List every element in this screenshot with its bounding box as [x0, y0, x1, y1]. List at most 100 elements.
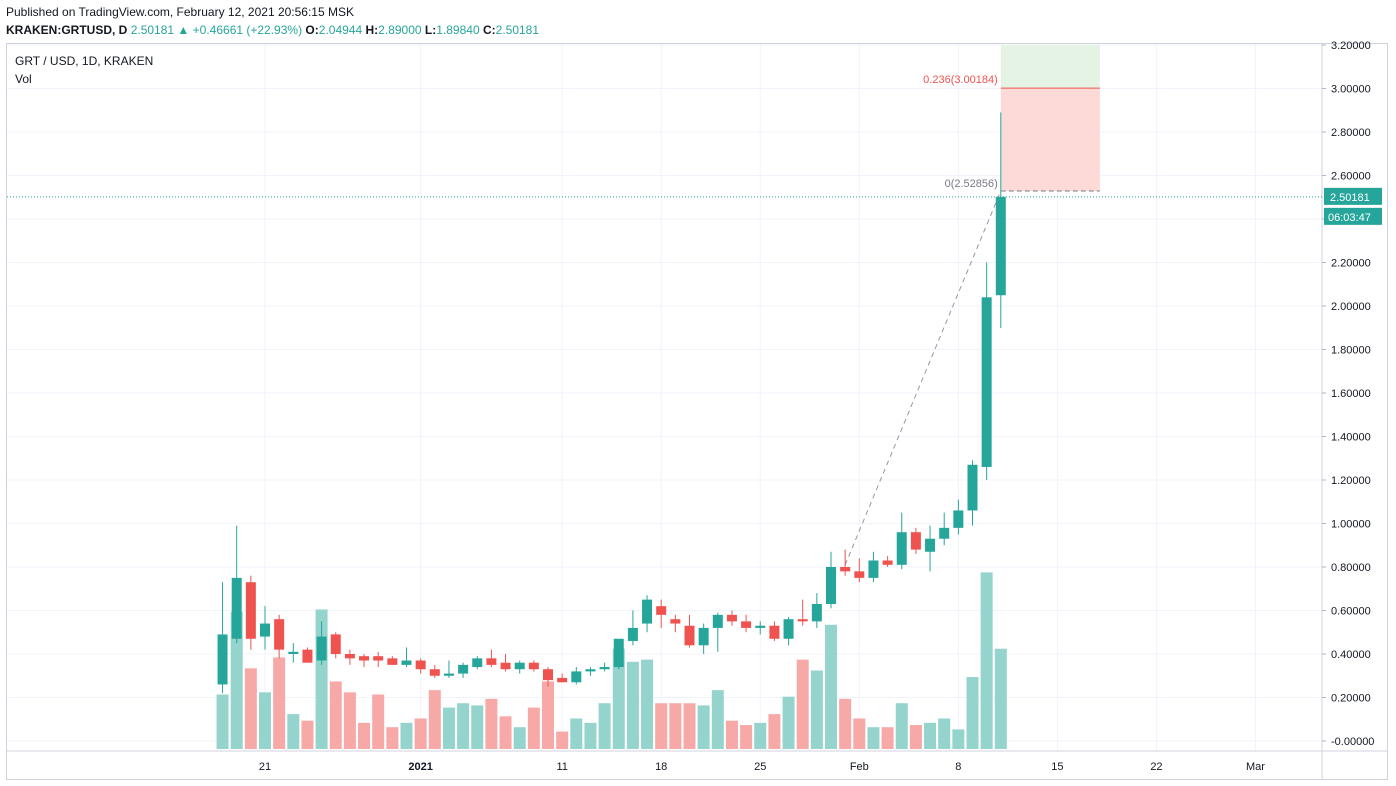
volume-bar — [542, 681, 554, 749]
ohlc-header: KRAKEN:GRTUSD, D 2.50181 ▲ +0.46661 (+22… — [6, 23, 539, 37]
volume-bar — [796, 659, 809, 749]
volume-bar — [358, 722, 371, 749]
last-price-tag — [1324, 187, 1382, 205]
volume-bar — [329, 681, 342, 749]
volume-bar — [301, 720, 314, 749]
x-tick-label: 8 — [955, 761, 961, 773]
volume-bar — [372, 694, 385, 749]
volume-bar — [244, 668, 257, 749]
high-value: 2.89000 — [378, 23, 422, 37]
volume-bar — [825, 624, 837, 749]
y-tick-label: 0.80000 — [1331, 562, 1371, 574]
candle-body — [627, 627, 638, 641]
candle-body — [344, 654, 355, 659]
last-price: 2.50181 — [130, 23, 175, 37]
volume-bar — [881, 727, 894, 749]
open-value: 2.04944 — [318, 23, 363, 37]
candle-body — [359, 656, 370, 661]
volume-bar — [782, 696, 795, 749]
volume-bar — [343, 692, 356, 749]
y-tick-label: 2.20000 — [1331, 258, 1371, 270]
y-tick-label: 2.80000 — [1331, 127, 1371, 139]
fib-zone-upper — [1000, 45, 1100, 89]
volume-bar — [287, 714, 300, 749]
volume-bar — [273, 657, 286, 749]
volume-bar — [754, 722, 767, 749]
y-tick-label: 1.60000 — [1331, 388, 1371, 400]
candle-body — [245, 582, 256, 639]
volume-bar — [895, 703, 908, 749]
countdown-tag — [1324, 207, 1382, 225]
volume-bar — [725, 720, 738, 749]
candle-body — [840, 567, 851, 572]
volume-bar — [626, 661, 639, 749]
candle-body — [330, 634, 341, 654]
candle-body — [670, 619, 681, 624]
x-tick-label: 18 — [655, 761, 667, 773]
candle-body — [274, 619, 285, 650]
y-tick-label: -0.00000 — [1331, 736, 1374, 748]
volume-bar — [711, 690, 724, 749]
candle-body — [854, 571, 865, 578]
candle-body — [995, 196, 1006, 296]
candle-body — [231, 577, 242, 639]
candle-body — [401, 660, 412, 665]
candle-body — [755, 625, 766, 628]
high-label: H: — [365, 23, 379, 37]
volume-bar — [457, 703, 470, 749]
volume-bar — [485, 698, 498, 749]
candle-body — [656, 606, 667, 615]
volume-bar — [740, 725, 753, 749]
legend-title: GRT / USD, 1D, KRAKEN — [15, 54, 154, 68]
published-note: Published on TradingView.com, February 1… — [6, 5, 354, 19]
candle-body — [260, 623, 270, 637]
candle-body — [514, 662, 525, 670]
volume-bar — [994, 648, 1007, 749]
volume-bar — [570, 718, 583, 749]
volume-bar — [414, 718, 427, 749]
x-tick-label: Mar — [1246, 761, 1265, 773]
x-tick-label: 22 — [1150, 761, 1162, 773]
close-value: 2.50181 — [495, 23, 540, 37]
y-tick-label: 1.20000 — [1331, 475, 1371, 487]
x-tick-label: 21 — [259, 761, 271, 773]
volume-bar — [980, 572, 993, 749]
candle-body — [316, 636, 327, 661]
candle-body — [811, 603, 822, 622]
volume-bar — [641, 659, 654, 749]
volume-bar — [924, 722, 937, 749]
candle-body — [642, 599, 653, 624]
volume-bar — [768, 714, 781, 749]
candle-body — [910, 532, 921, 550]
y-tick-label: 3.00000 — [1331, 84, 1371, 96]
candle-body — [882, 560, 893, 565]
chart-legend: GRT / USD, 1D, KRAKEN Vol — [15, 54, 153, 90]
open-label: O: — [305, 23, 319, 37]
volume-bar — [952, 729, 965, 749]
candle-body — [953, 510, 964, 528]
volume-bar — [839, 698, 852, 749]
fib-label-0: 0(2.52856) — [945, 178, 998, 190]
x-tick-label: 15 — [1051, 761, 1063, 773]
volume-bar — [471, 705, 484, 749]
volume-bar — [683, 703, 696, 749]
candle-body — [486, 658, 497, 665]
last-price-tag-label: 2.50181 — [1330, 192, 1370, 204]
legend-vol: Vol — [15, 72, 32, 86]
volume-bar — [527, 707, 540, 749]
countdown-tag-label: 06:03:47 — [1328, 212, 1371, 224]
y-tick-label: 0.20000 — [1331, 693, 1371, 705]
volume-bar — [386, 727, 399, 749]
x-tick-label: Feb — [850, 761, 869, 773]
fib-zone-lower — [1000, 88, 1100, 192]
candle-body — [826, 567, 836, 604]
x-tick-label: 25 — [754, 761, 766, 773]
volume-bar — [598, 703, 611, 749]
candle-body — [712, 614, 723, 628]
x-tick-label: 2021 — [408, 761, 432, 773]
candle-body — [302, 649, 313, 663]
candle-body — [684, 625, 695, 646]
low-label: L: — [424, 23, 437, 37]
candle-body — [868, 560, 879, 578]
